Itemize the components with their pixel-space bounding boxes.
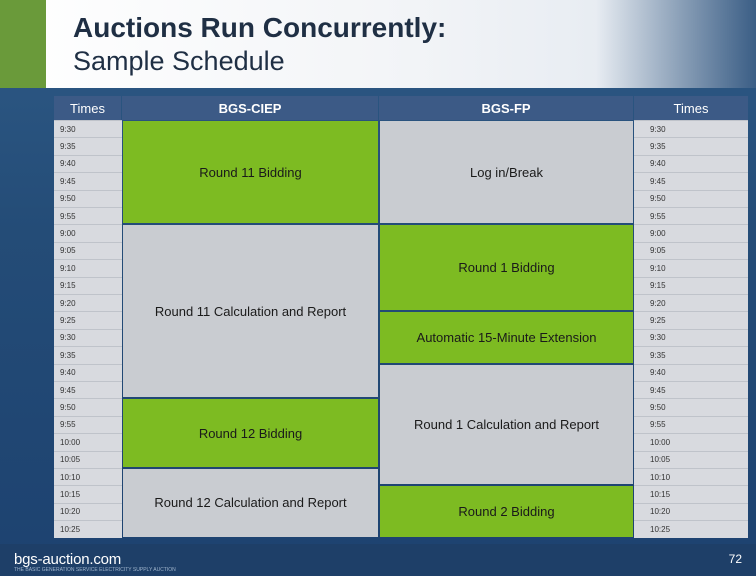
time-cell-right: 9:30	[634, 328, 748, 347]
time-cell-right: 9:35	[634, 137, 748, 155]
fp-block: Round 1 Calculation and Report	[380, 364, 633, 485]
time-cell-left: 10:00	[54, 433, 122, 451]
time-cell-left: 9:55	[54, 207, 122, 225]
page-number: 72	[728, 552, 742, 566]
time-cell-right: 9:50	[634, 189, 748, 207]
fp-block: Log in/Break	[380, 121, 633, 224]
time-cell-left: 10:05	[54, 450, 122, 468]
time-cell-left: 10:25	[54, 520, 122, 538]
ciep-block: Round 11 Calculation and Report	[123, 225, 378, 398]
header-bgs-ciep: BGS-CIEP	[122, 96, 378, 120]
fp-block: Automatic 15-Minute Extension	[380, 312, 633, 363]
time-cell-left: 9:40	[54, 154, 122, 173]
time-cell-left: 9:40	[54, 363, 122, 381]
time-cell-left: 9:50	[54, 398, 122, 416]
time-cell-left: 9:05	[54, 241, 122, 260]
time-cell-left: 9:15	[54, 276, 122, 294]
time-cell-left: 9:55	[54, 415, 122, 434]
slide-title: Auctions Run Concurrently:	[73, 12, 447, 43]
time-cell-left: 9:35	[54, 346, 122, 364]
time-cell-right: 9:55	[634, 207, 748, 225]
time-cell-left: 10:20	[54, 502, 122, 521]
time-cell-left: 9:00	[54, 224, 122, 242]
fp-block: Round 2 Bidding	[380, 486, 633, 537]
time-cell-left: 9:45	[54, 172, 122, 190]
ciep-block: Round 12 Calculation and Report	[123, 469, 378, 537]
time-cell-left: 10:15	[54, 485, 122, 503]
time-cell-right: 10:15	[634, 485, 748, 503]
ciep-block: Round 11 Bidding	[123, 121, 378, 224]
time-cell-right: 9:55	[634, 415, 748, 434]
time-cell-left: 9:30	[54, 328, 122, 347]
time-cell-left: 9:35	[54, 137, 122, 155]
time-cell-left: 9:30	[54, 120, 122, 138]
time-cell-left: 9:25	[54, 311, 122, 329]
time-cell-right: 9:00	[634, 224, 748, 242]
time-cell-right: 9:05	[634, 241, 748, 260]
time-cell-right: 9:25	[634, 311, 748, 329]
time-cell-right: 9:15	[634, 276, 748, 294]
time-cell-right: 9:35	[634, 346, 748, 364]
time-cell-right: 9:45	[634, 381, 748, 399]
ciep-block: Round 12 Bidding	[123, 399, 378, 467]
time-cell-right: 10:20	[634, 502, 748, 521]
time-cell-right: 10:25	[634, 520, 748, 538]
time-cell-right: 9:20	[634, 294, 748, 312]
time-cell-right: 9:45	[634, 172, 748, 190]
time-cell-left: 9:50	[54, 189, 122, 207]
title-accent-strip	[0, 0, 46, 88]
title-gradient-accent	[596, 0, 756, 88]
footer-bar	[0, 544, 756, 576]
slide-subtitle: Sample Schedule	[73, 46, 285, 76]
time-cell-left: 9:45	[54, 381, 122, 399]
time-cell-right: 10:05	[634, 450, 748, 468]
header-times-right: Times	[634, 96, 748, 120]
time-cell-left: 9:10	[54, 259, 122, 277]
time-cell-right: 9:30	[634, 120, 748, 138]
time-cell-left: 9:20	[54, 294, 122, 312]
header-times-left: Times	[54, 96, 121, 120]
time-cell-right: 10:00	[634, 433, 748, 451]
time-cell-right: 10:10	[634, 468, 748, 486]
time-cell-right: 9:50	[634, 398, 748, 416]
fp-block: Round 1 Bidding	[380, 225, 633, 311]
time-cell-right: 9:10	[634, 259, 748, 277]
logo-tagline: THE BASIC GENERATION SERVICE ELECTRICITY…	[14, 567, 176, 573]
time-cell-left: 10:10	[54, 468, 122, 486]
time-cell-right: 9:40	[634, 154, 748, 173]
time-cell-right: 9:40	[634, 363, 748, 381]
header-bgs-fp: BGS-FP	[379, 96, 633, 120]
site-logo: bgs-auction.com	[14, 551, 122, 568]
schedule-table: Times BGS-CIEP BGS-FP Times 9:30 9:30 9:35 9:35…	[54, 96, 748, 538]
